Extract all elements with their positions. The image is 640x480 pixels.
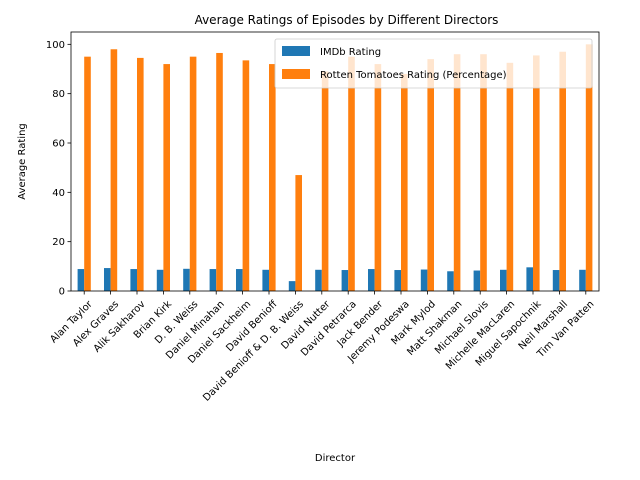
y-axis-label: Average Rating: [17, 123, 28, 199]
rotten-tomatoes-bar-14: [453, 54, 461, 292]
rotten-tomatoes-bar-5: [216, 52, 223, 291]
y-tick-label-0: 0: [59, 287, 65, 298]
legend-swatch-rotten-tomatoes: [282, 69, 310, 79]
rotten-tomatoes-bar-6: [242, 60, 250, 292]
rotten-tomatoes-bar-11: [374, 64, 382, 291]
rotten-tomatoes-bar-0: [84, 56, 91, 291]
rotten-tomatoes-bar-16: [506, 62, 514, 291]
plot-frame: [70, 31, 600, 292]
rotten-tomatoes-bar-7: [269, 64, 276, 291]
imdb-bar-10: [341, 270, 349, 291]
y-tick-label-3: 60: [52, 139, 65, 150]
chart-title: Average Ratings of Episodes by Different…: [195, 13, 499, 27]
imdb-bar-17: [526, 267, 533, 291]
imdb-bar-2: [130, 269, 137, 291]
rotten-tomatoes-bar-9: [321, 71, 329, 291]
bars-group: [77, 44, 593, 292]
imdb-bar-9: [315, 269, 322, 291]
imdb-bar-1: [104, 268, 111, 291]
rotten-tomatoes-bar-4: [189, 56, 197, 291]
imdb-bar-19: [579, 269, 586, 291]
legend: IMDb Rating Rotten Tomatoes Rating (Perc…: [274, 38, 593, 89]
rotten-tomatoes-bar-10: [348, 56, 355, 291]
imdb-bar-16: [500, 269, 507, 291]
rotten-tomatoes-bar-19: [585, 44, 593, 291]
imdb-bar-7: [262, 269, 269, 291]
y-tick-label-4: 80: [52, 89, 65, 100]
rotten-tomatoes-bar-1: [110, 49, 118, 291]
imdb-bar-12: [394, 270, 401, 291]
rotten-tomatoes-bar-2: [137, 57, 144, 292]
legend-label-rotten-tomatoes: Rotten Tomatoes Rating (Percentage): [320, 70, 507, 81]
legend-swatch-imdb: [282, 46, 310, 56]
y-tick-label-2: 40: [52, 188, 65, 199]
imdb-bar-13: [420, 269, 428, 291]
y-tick-label-5: 100: [46, 40, 65, 51]
imdb-bar-0: [77, 269, 85, 291]
rotten-tomatoes-bar-3: [163, 64, 170, 291]
x-axis-label: Director: [315, 453, 356, 464]
rotten-tomatoes-bar-13: [427, 59, 434, 291]
imdb-bar-8: [288, 281, 296, 291]
legend-box: [274, 38, 593, 89]
y-tick-label-1: 20: [52, 237, 65, 248]
imdb-bar-14: [447, 271, 454, 291]
rotten-tomatoes-bar-15: [480, 54, 487, 292]
imdb-bar-4: [183, 268, 190, 291]
rotten-tomatoes-bar-18: [559, 51, 566, 292]
imdb-bar-3: [156, 269, 164, 291]
y-axis: 0 20 40 60 80 100: [46, 40, 71, 298]
imdb-bar-11: [368, 269, 375, 291]
rotten-tomatoes-bar-17: [533, 55, 540, 292]
rotten-tomatoes-bar-12: [401, 73, 408, 292]
rotten-tomatoes-bar-8: [295, 175, 302, 291]
legend-label-imdb: IMDb Rating: [320, 47, 381, 58]
imdb-bar-6: [236, 269, 243, 291]
imdb-bar-18: [552, 270, 560, 291]
imdb-bar-15: [473, 270, 481, 291]
imdb-bar-5: [209, 269, 217, 291]
